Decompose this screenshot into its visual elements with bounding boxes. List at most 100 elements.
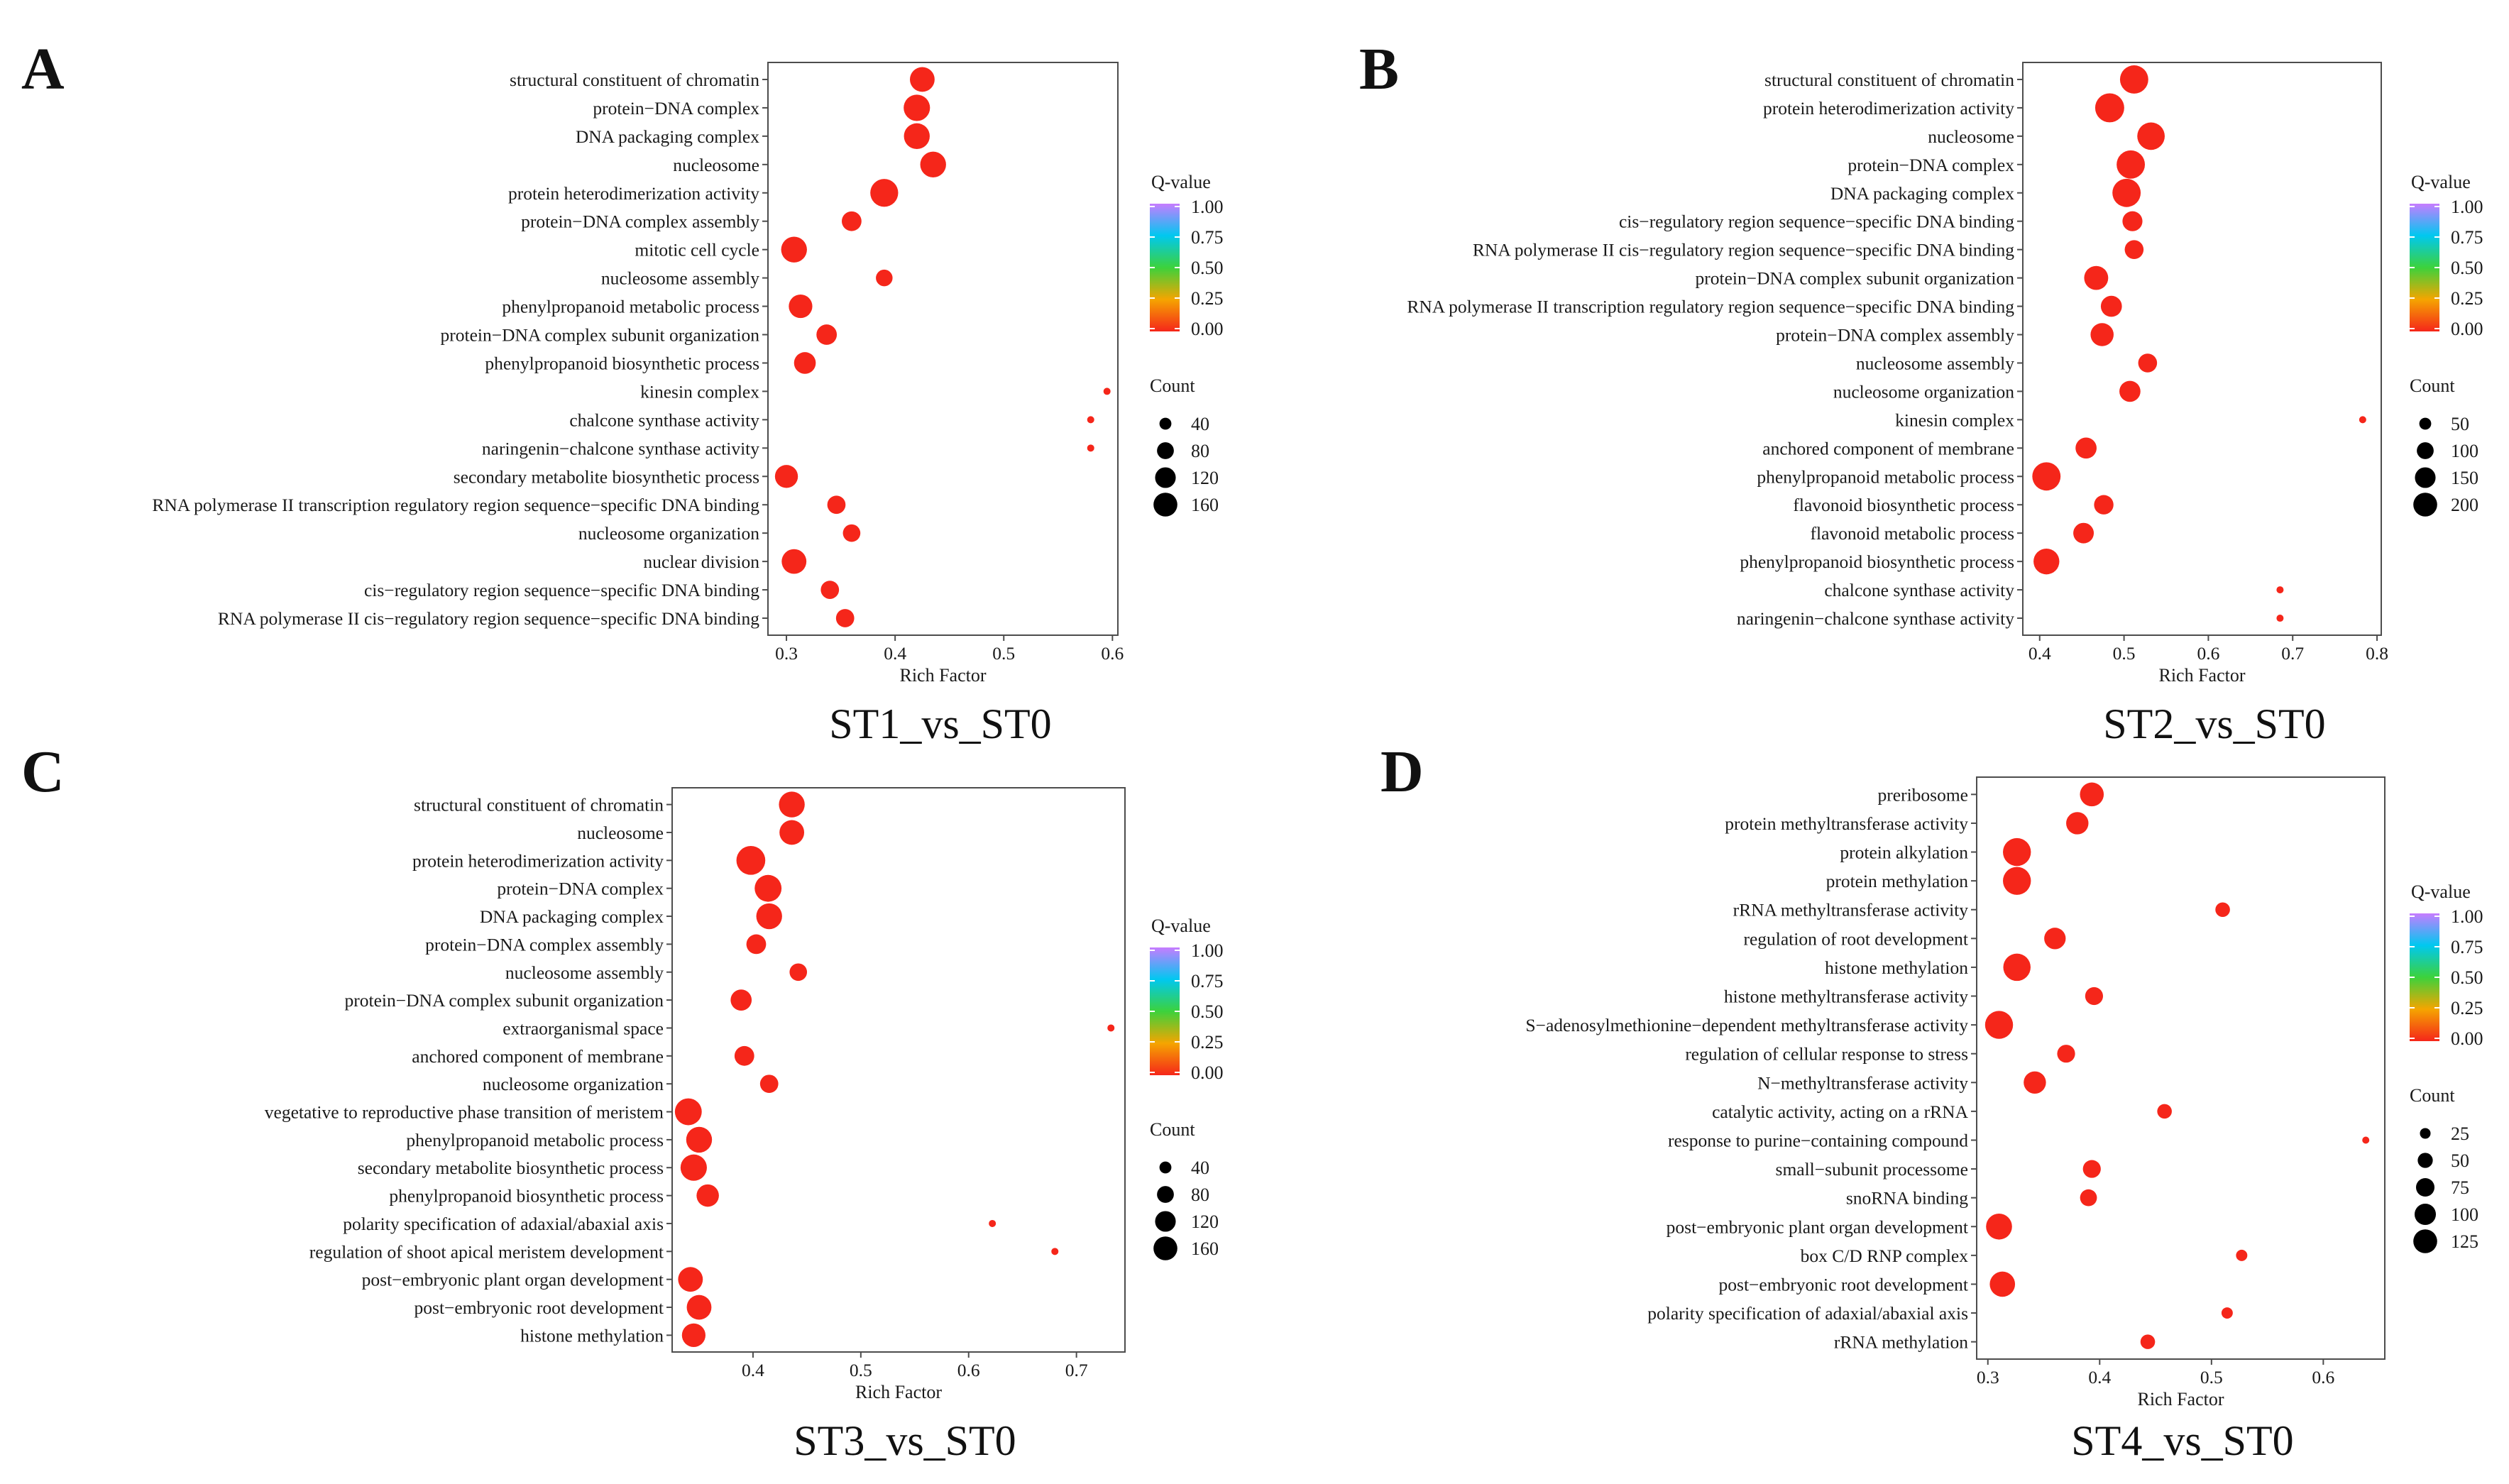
category-label: N−methyltransferase activity bbox=[1757, 1072, 1968, 1093]
category-label: RNA polymerase II transcription regulato… bbox=[1407, 297, 2014, 317]
plot-frame bbox=[1976, 776, 2386, 1360]
data-point bbox=[2080, 782, 2104, 807]
data-point bbox=[2140, 1334, 2156, 1349]
qvalue-tick-label: 0.00 bbox=[1191, 319, 1224, 339]
x-tick-label: 0.7 bbox=[2281, 643, 2304, 664]
category-label: response to purine−containing compound bbox=[1668, 1130, 1968, 1150]
x-tick-label: 0.6 bbox=[2312, 1367, 2334, 1387]
data-point bbox=[2003, 867, 2031, 895]
category-label: protein heterodimerization activity bbox=[508, 183, 759, 204]
count-legend-dot bbox=[1157, 442, 1174, 459]
data-point bbox=[2117, 150, 2146, 179]
data-point bbox=[827, 495, 846, 515]
count-legend-label: 80 bbox=[1191, 441, 1209, 461]
count-legend-dot bbox=[2414, 1203, 2437, 1226]
x-tick-label: 0.6 bbox=[957, 1360, 980, 1380]
x-tick-label: 0.5 bbox=[2200, 1367, 2223, 1387]
category-label: regulation of root development bbox=[1743, 928, 1968, 949]
data-point bbox=[1103, 388, 1111, 395]
qvalue-tick-label: 1.00 bbox=[2451, 906, 2483, 927]
data-point bbox=[2080, 1189, 2097, 1207]
category-label: protein heterodimerization activity bbox=[412, 850, 664, 871]
data-point bbox=[816, 324, 838, 345]
category-label: nuclear division bbox=[643, 551, 759, 572]
data-point bbox=[680, 1154, 707, 1181]
count-legend-dot bbox=[2419, 417, 2432, 430]
category-label: post−embryonic plant organ development bbox=[362, 1270, 664, 1290]
plot-frame bbox=[2022, 62, 2382, 636]
x-tick-label: 0.7 bbox=[1065, 1360, 1088, 1380]
data-point bbox=[2075, 437, 2097, 459]
category-label: chalcone synthase activity bbox=[569, 410, 759, 430]
qvalue-legend-title: Q-value bbox=[1151, 916, 1211, 936]
x-tick-label: 0.3 bbox=[1977, 1367, 1999, 1387]
x-tick-label: 0.6 bbox=[2197, 643, 2219, 664]
data-point bbox=[1107, 1024, 1115, 1032]
data-point bbox=[2119, 380, 2141, 402]
data-point bbox=[2362, 1136, 2370, 1144]
category-label: post−embryonic root development bbox=[414, 1297, 664, 1318]
count-legend-label: 25 bbox=[2451, 1123, 2469, 1144]
category-label: vegetative to reproductive phase transit… bbox=[265, 1102, 664, 1123]
data-point bbox=[870, 179, 899, 207]
panel-letter: B bbox=[1359, 36, 1399, 102]
legend: Q-value 1.00 0.75 0.50 0.25 0.00 Count 50 100 150… bbox=[2410, 172, 2483, 517]
x-tick-label: 0.6 bbox=[1101, 643, 1124, 664]
data-point bbox=[696, 1184, 719, 1207]
panel-title: ST4_vs_ST0 bbox=[2071, 1417, 2293, 1464]
data-point bbox=[904, 94, 930, 121]
data-point bbox=[2073, 522, 2095, 544]
category-label: phenylpropanoid metabolic process bbox=[1757, 466, 2014, 487]
qvalue-tick-label: 0.00 bbox=[1191, 1062, 1224, 1083]
data-point bbox=[1989, 1271, 2016, 1297]
qvalue-tick-label: 1.00 bbox=[1191, 940, 1224, 961]
category-label: protein−DNA complex assembly bbox=[425, 934, 664, 955]
count-legend-dot bbox=[2415, 467, 2436, 488]
data-point bbox=[756, 903, 782, 930]
qvalue-tick-label: 0.00 bbox=[2451, 319, 2483, 339]
category-label: rRNA methyltransferase activity bbox=[1733, 900, 1969, 920]
count-legend-label: 200 bbox=[2451, 495, 2478, 515]
category-label: nucleosome organization bbox=[1833, 381, 2014, 402]
category-label: phenylpropanoid metabolic process bbox=[406, 1130, 664, 1150]
category-label: anchored component of membrane bbox=[412, 1046, 664, 1067]
qvalue-legend-title: Q-value bbox=[2411, 881, 2471, 902]
category-label: DNA packaging complex bbox=[576, 126, 759, 147]
data-point bbox=[794, 352, 816, 374]
qvalue-tick-label: 0.50 bbox=[2451, 967, 2483, 988]
category-label: nucleosome assembly bbox=[1856, 353, 2014, 373]
x-axis-label: Rich Factor bbox=[2158, 665, 2245, 686]
count-legend-dot bbox=[1155, 467, 1176, 488]
count-legend-dot bbox=[1153, 493, 1177, 517]
data-point bbox=[681, 1323, 706, 1347]
qvalue-tick-label: 0.25 bbox=[2451, 288, 2483, 309]
category-label: flavonoid metabolic process bbox=[1811, 523, 2015, 544]
data-point bbox=[686, 1126, 713, 1153]
category-label: nucleosome bbox=[1928, 126, 2014, 147]
category-label: structural constituent of chromatin bbox=[510, 70, 759, 90]
category-label: nucleosome assembly bbox=[505, 962, 664, 983]
qvalue-tick-label: 1.00 bbox=[2451, 197, 2483, 217]
category-label: RNA polymerase II cis−regulatory region … bbox=[218, 608, 759, 629]
category-label: cis−regulatory region sequence−specific … bbox=[1619, 211, 2014, 232]
category-label: protein−DNA complex bbox=[497, 879, 664, 899]
category-label: histone methyltransferase activity bbox=[1724, 986, 1968, 1007]
data-point bbox=[781, 549, 807, 574]
data-point bbox=[1984, 1011, 2014, 1039]
qvalue-tick-label: 0.75 bbox=[2451, 227, 2483, 248]
data-point bbox=[686, 1295, 712, 1320]
category-label: kinesin complex bbox=[1895, 410, 2014, 430]
data-point bbox=[2090, 323, 2114, 346]
category-label: nucleosome bbox=[673, 155, 759, 175]
data-point bbox=[781, 236, 807, 263]
legend: Q-value 1.00 0.75 0.50 0.25 0.00 Count 40 80 120 1… bbox=[1150, 172, 1224, 517]
category-label: protein heterodimerization activity bbox=[1763, 98, 2014, 119]
category-label: nucleosome organization bbox=[578, 523, 759, 544]
category-label: protein methylation bbox=[1826, 871, 1969, 891]
category-label: nucleosome bbox=[577, 823, 664, 843]
category-label: small−subunit processome bbox=[1776, 1159, 1968, 1180]
category-label: secondary metabolite biosynthetic proces… bbox=[358, 1158, 664, 1178]
qvalue-tick-label: 0.50 bbox=[2451, 258, 2483, 278]
panel-letter: D bbox=[1380, 739, 1424, 805]
